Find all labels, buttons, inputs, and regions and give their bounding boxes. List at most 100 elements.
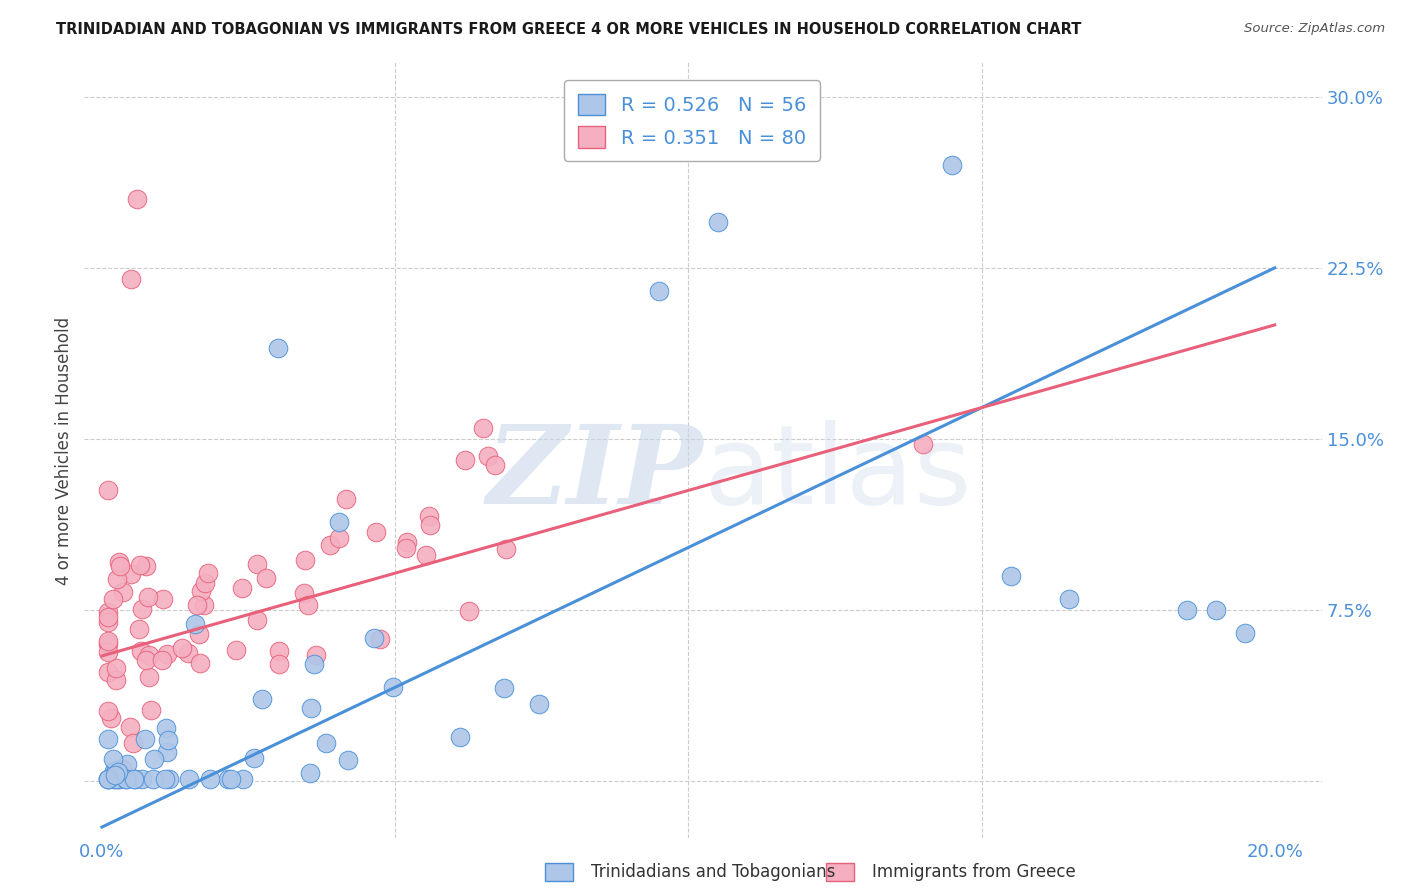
Point (97, 731, 120, 746)
Point (911, 436, 934, 450)
Point (267, 644, 290, 658)
Point (104, 673, 127, 687)
Point (395, 541, 418, 555)
Point (103, 764, 125, 778)
Point (706, 215, 728, 229)
Point (127, 193, 149, 207)
Point (941, 158, 963, 172)
Point (156, 745, 179, 759)
Point (794, 101, 817, 115)
Point (129, 558, 152, 573)
Point (115, 772, 138, 786)
Point (129, 644, 152, 658)
Point (138, 670, 160, 684)
Point (337, 753, 360, 767)
Point (121, 567, 143, 582)
Point (117, 756, 139, 771)
Point (131, 602, 153, 616)
Point (105, 763, 128, 777)
Point (294, 553, 316, 567)
Point (152, 591, 174, 606)
Point (1059, 591, 1081, 606)
Point (418, 508, 440, 523)
Point (221, 772, 243, 786)
Point (177, 772, 200, 786)
Point (246, 558, 269, 572)
Point (101, 752, 124, 766)
Point (250, 692, 273, 706)
Point (217, 772, 239, 786)
Point (97, 634, 120, 648)
Point (457, 604, 479, 618)
Point (246, 613, 269, 627)
Point (108, 559, 131, 574)
Point (315, 736, 337, 750)
Point (111, 585, 134, 599)
Point (105, 772, 128, 786)
Point (225, 643, 247, 657)
Point (492, 681, 515, 695)
Point (1205, 603, 1227, 617)
Point (157, 772, 180, 786)
Point (155, 722, 177, 736)
Point (153, 772, 176, 786)
Point (131, 772, 153, 786)
Point (187, 627, 209, 641)
Point (305, 648, 328, 662)
Bar (827, 863, 855, 881)
Point (97, 615, 120, 630)
Point (197, 566, 219, 580)
Point (97, 483, 120, 498)
Point (328, 531, 350, 545)
Point (297, 598, 319, 612)
Point (107, 772, 129, 786)
Point (105, 572, 128, 586)
Point (232, 772, 254, 786)
Point (135, 558, 157, 573)
Point (454, 452, 477, 467)
Point (364, 524, 387, 539)
Point (103, 772, 125, 786)
Point (190, 656, 212, 670)
Point (104, 768, 127, 782)
Point (97, 772, 120, 786)
Point (150, 652, 173, 666)
Text: TRINIDADIAN AND TOBAGONIAN VS IMMIGRANTS FROM GREECE 4 OR MORE VEHICLES IN HOUSE: TRINIDADIAN AND TOBAGONIAN VS IMMIGRANTS… (56, 22, 1081, 37)
Point (136, 590, 159, 604)
Point (177, 646, 200, 660)
Point (186, 598, 208, 612)
Point (124, 772, 146, 786)
Legend: R = 0.526   N = 56, R = 0.351   N = 80: R = 0.526 N = 56, R = 0.351 N = 80 (564, 80, 820, 161)
Point (382, 680, 405, 694)
Point (101, 592, 124, 607)
Point (97, 665, 120, 679)
Text: Trinidadians and Tobagonians: Trinidadians and Tobagonians (591, 863, 835, 881)
Point (267, 341, 290, 355)
Point (299, 765, 322, 780)
Point (648, 284, 671, 298)
Point (97, 606, 120, 620)
Point (302, 657, 325, 671)
Point (472, 420, 495, 434)
Point (193, 599, 215, 613)
Point (97, 772, 120, 786)
Point (107, 764, 129, 779)
Point (107, 772, 129, 786)
Point (156, 733, 179, 747)
Point (104, 661, 127, 675)
Point (335, 491, 357, 506)
Point (134, 732, 156, 747)
Point (122, 736, 145, 750)
Point (269, 657, 291, 672)
Point (415, 549, 437, 563)
Text: atlas: atlas (703, 420, 972, 527)
Point (97, 645, 120, 659)
Point (100, 711, 122, 725)
Point (156, 647, 179, 661)
Bar (546, 863, 574, 881)
Y-axis label: 4 or more Vehicles in Household: 4 or more Vehicles in Household (55, 317, 73, 584)
Point (194, 575, 217, 590)
Point (142, 772, 165, 786)
Point (419, 518, 441, 533)
Text: Immigrants from Greece: Immigrants from Greece (872, 863, 1076, 881)
